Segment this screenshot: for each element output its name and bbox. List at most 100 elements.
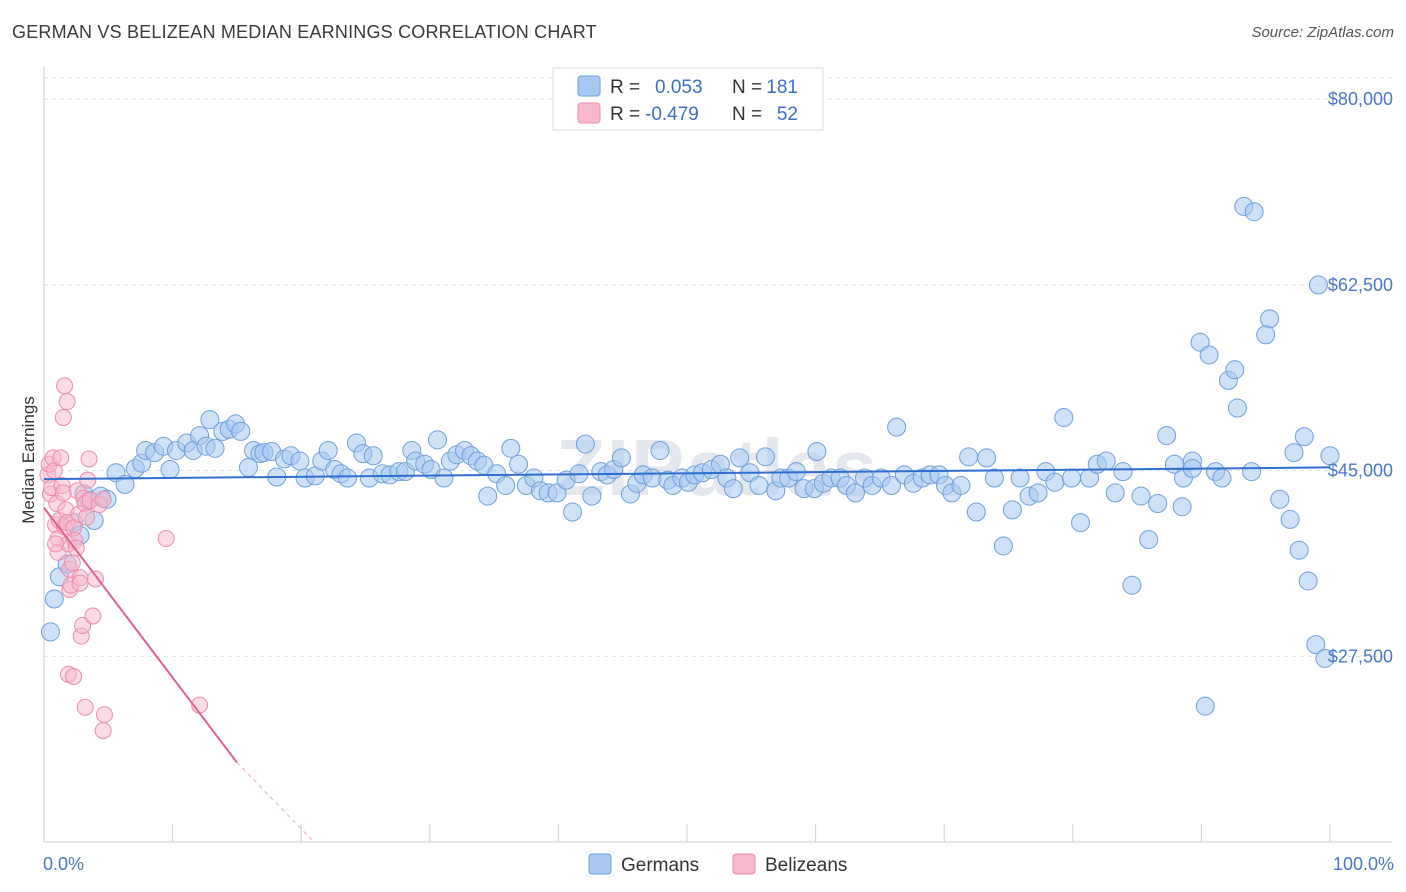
germans-point-70: [509, 454, 529, 474]
belizeans-point-51: [47, 535, 65, 553]
legend-r-label-germans: R =: [610, 77, 640, 98]
germans-point-115: [845, 483, 865, 503]
belizeans-point-37: [86, 570, 104, 588]
germans-point-132: [984, 468, 1004, 488]
belizeans-point-50: [71, 574, 89, 592]
belizeans-point-11: [52, 449, 70, 467]
germans-point-172: [1256, 325, 1276, 345]
axes: [43, 66, 1392, 843]
belizeans-point-45: [94, 722, 112, 740]
germans-point-102: [749, 475, 769, 495]
gridlines: [44, 77, 1392, 657]
germans-point-103: [755, 447, 775, 467]
legend-n-label-germans: N =: [732, 77, 762, 98]
germans-point-177: [1227, 398, 1247, 418]
germans-point-164: [1260, 309, 1280, 329]
germans-point-18: [160, 460, 180, 480]
belizeans-point-44: [76, 698, 94, 716]
germans-point-139: [1045, 472, 1065, 492]
y-tick-label-45000: $45,000: [1328, 461, 1393, 481]
germans-point-24: [200, 410, 220, 430]
germans-point-38: [290, 451, 310, 471]
germans-point-12: [115, 474, 135, 494]
germans-point-128: [951, 475, 971, 495]
trend-line-belizeans-extension: [236, 762, 315, 843]
germans-point-180: [1294, 427, 1314, 447]
legend-box: R = 0.053 N = 181 R = -0.479 N = 52: [552, 67, 824, 131]
legend-n-value-germans: 181: [766, 77, 798, 98]
source-label: Source: ZipAtlas.com: [1251, 24, 1394, 41]
germans-point-58: [428, 430, 448, 450]
belizeans-points: [39, 377, 209, 740]
germans-point-147: [1113, 462, 1133, 482]
y-tick-label-27500: $27,500: [1328, 646, 1393, 666]
germans-point-42: [318, 440, 338, 460]
germans-point-171: [1320, 446, 1340, 466]
bottom-legend-swatch-germans: [588, 853, 612, 875]
germans-point-163: [1244, 202, 1264, 222]
germans-point-167: [1289, 540, 1309, 560]
germans-point-140: [1054, 408, 1074, 428]
y-tick-label-62500: $62,500: [1328, 275, 1393, 295]
germans-point-59: [434, 468, 454, 488]
germans-point-161: [1225, 360, 1245, 380]
x-tick-label-min: 0.0%: [43, 854, 84, 874]
germans-point-170: [1315, 648, 1335, 668]
germans-point-131: [977, 448, 997, 468]
legend-swatch-belizeans: [577, 102, 601, 124]
y-tick-label-80000: $80,000: [1328, 89, 1393, 109]
germans-point-179: [1308, 275, 1328, 295]
germans-point-148: [1122, 575, 1142, 595]
germans-point-145: [1096, 451, 1116, 471]
legend-r-value-germans: 0.053: [655, 77, 703, 98]
legend-n-label-belizeans: N =: [732, 104, 762, 125]
germans-point-142: [1071, 513, 1091, 533]
belizeans-point-46: [95, 706, 113, 724]
germans-point-151: [1148, 494, 1168, 514]
belizeans-point-43: [65, 667, 83, 685]
germans-point-134: [1002, 500, 1022, 520]
germans-point-29: [231, 421, 251, 441]
germans-point-149: [1131, 486, 1151, 506]
germans-point-152: [1157, 426, 1177, 446]
belizeans-point-34: [80, 450, 98, 468]
germans-points: [40, 196, 1340, 716]
germans-point-159: [1212, 468, 1232, 488]
germans-point-133: [993, 536, 1013, 556]
germans-point-168: [1298, 571, 1318, 591]
germans-point-84: [611, 448, 631, 468]
germans-point-169: [1306, 635, 1326, 655]
bottom-legend: Germans Belizeans: [588, 853, 847, 876]
germans-point-77: [563, 502, 583, 522]
x-tick-label-max: 100.0%: [1333, 854, 1394, 874]
belizeans-point-32: [77, 508, 95, 526]
germans-point-130: [966, 502, 986, 522]
belizeans-point-13: [54, 484, 72, 502]
bottom-legend-swatch-belizeans: [732, 853, 756, 875]
germans-point-135: [1010, 468, 1030, 488]
belizeans-point-33: [79, 471, 97, 489]
belizeans-point-39: [94, 490, 112, 508]
germans-point-89: [650, 440, 670, 460]
germans-point-45: [337, 468, 357, 488]
germans-point-80: [582, 486, 602, 506]
germans-point-79: [575, 434, 595, 454]
trend-lines: [43, 466, 1331, 843]
germans-point-150: [1139, 530, 1159, 550]
germans-point-66: [478, 486, 498, 506]
germans-point-137: [1028, 483, 1048, 503]
germans-point-99: [723, 479, 743, 499]
germans-point-129: [959, 447, 979, 467]
bottom-legend-belizeans: Belizeans: [765, 855, 847, 876]
y-axis-title: Median Earnings: [19, 396, 38, 524]
belizeans-point-40: [56, 377, 74, 395]
bottom-legend-germans: Germans: [621, 855, 699, 876]
germans-point-176: [1172, 497, 1192, 517]
legend-r-label-belizeans: R =: [610, 104, 640, 125]
germans-point-178: [1284, 443, 1304, 463]
germans-point-69: [501, 438, 521, 458]
trend-line-belizeans: [43, 507, 238, 764]
germans-point-49: [363, 446, 383, 466]
belizeans-point-47: [157, 530, 175, 548]
germans-point-174: [1195, 696, 1215, 716]
